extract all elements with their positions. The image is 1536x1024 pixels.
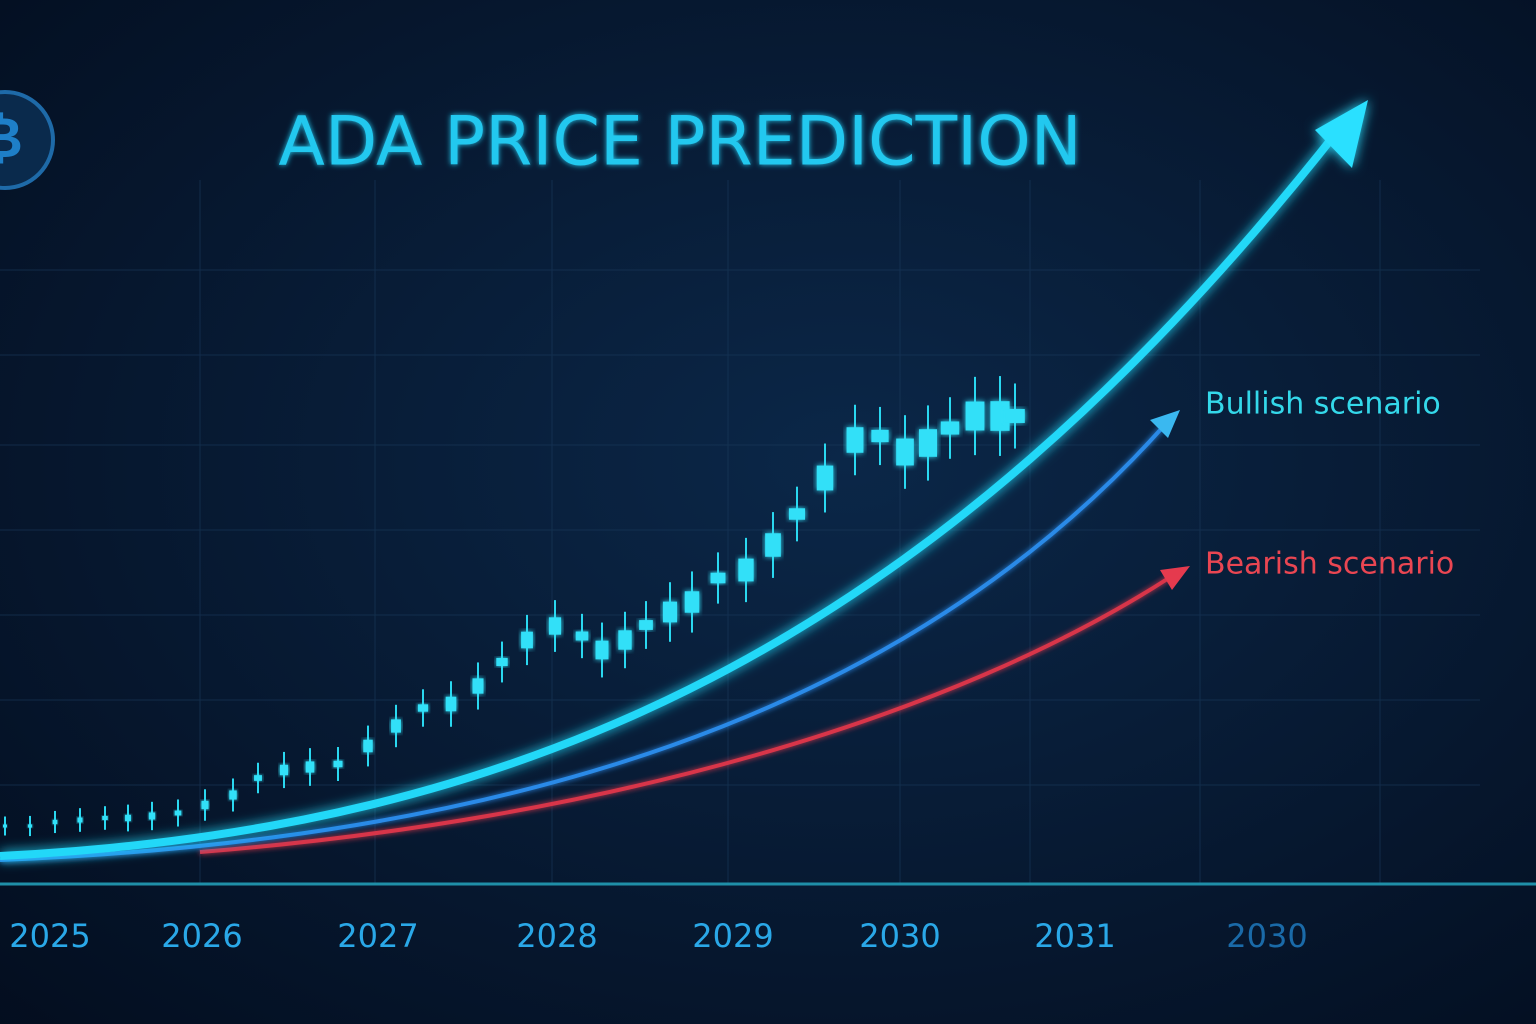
x-tick-label: 2031 <box>1034 917 1115 955</box>
candle-body <box>662 601 678 623</box>
bearish-label: Bearish scenario <box>1205 547 1454 582</box>
x-tick-label: 2030 <box>859 917 940 955</box>
candle-body <box>618 630 632 650</box>
candle-body <box>201 800 209 810</box>
candle-body <box>990 401 1010 431</box>
candle-body <box>148 812 156 820</box>
candle-body <box>305 761 315 773</box>
candle-body <box>125 814 131 822</box>
candle-body <box>229 790 237 800</box>
bullish-curve <box>0 426 1164 862</box>
bullish-label: Bullish scenario <box>1205 387 1441 422</box>
main-arrowhead <box>1315 100 1368 168</box>
bearish-arrowhead <box>1160 566 1190 590</box>
candle-body <box>521 631 533 649</box>
chart-title: ADA PRICE PREDICTION <box>278 103 1081 182</box>
candle-body <box>391 719 401 733</box>
candle-body <box>363 739 373 753</box>
x-tick-label: 2028 <box>516 917 597 955</box>
candle-body <box>816 465 834 491</box>
candle-body <box>639 620 653 630</box>
candle-body <box>846 427 864 453</box>
candle-body <box>27 824 33 828</box>
candle-body <box>417 704 429 712</box>
candle-body <box>738 558 754 582</box>
coin-symbol: ₿ <box>0 106 23 171</box>
candle-body <box>595 640 609 660</box>
x-tick-label: 2030 <box>1226 917 1307 955</box>
candle-body <box>1005 409 1025 423</box>
x-tick-label: 2027 <box>337 917 418 955</box>
candle-body <box>788 508 806 520</box>
candle-body <box>333 760 343 768</box>
candle-body <box>710 572 726 584</box>
candle-body <box>3 824 7 828</box>
candle-body <box>279 764 289 776</box>
candle-body <box>965 401 985 431</box>
x-tick-label: 2026 <box>161 917 242 955</box>
main-curve <box>0 125 1344 860</box>
candle-body <box>102 815 108 821</box>
candles <box>3 376 1025 837</box>
candle-body <box>496 657 508 667</box>
candle-body <box>174 810 182 816</box>
grid <box>0 180 1480 884</box>
bullish-arrowhead <box>1150 410 1180 438</box>
candle-body <box>918 429 938 457</box>
candle-body <box>940 421 960 435</box>
candle-body <box>445 696 457 712</box>
candle-body <box>896 438 914 466</box>
candle-body <box>575 631 589 641</box>
x-tick-label: 2025 <box>9 917 90 955</box>
x-labels: 2025 2026 2027 2028 2029 2030 2031 2030 <box>9 917 1307 955</box>
candle-body <box>548 617 562 635</box>
x-tick-label: 2029 <box>692 917 773 955</box>
candle-body <box>684 591 700 613</box>
candle-body <box>254 775 262 781</box>
candle-body <box>765 533 781 557</box>
candle-body <box>77 817 83 823</box>
candle-body <box>472 678 484 694</box>
bearish-curve <box>199 574 1174 854</box>
candle-body <box>52 819 58 825</box>
candle-body <box>871 429 889 443</box>
coin-icon <box>0 90 55 190</box>
